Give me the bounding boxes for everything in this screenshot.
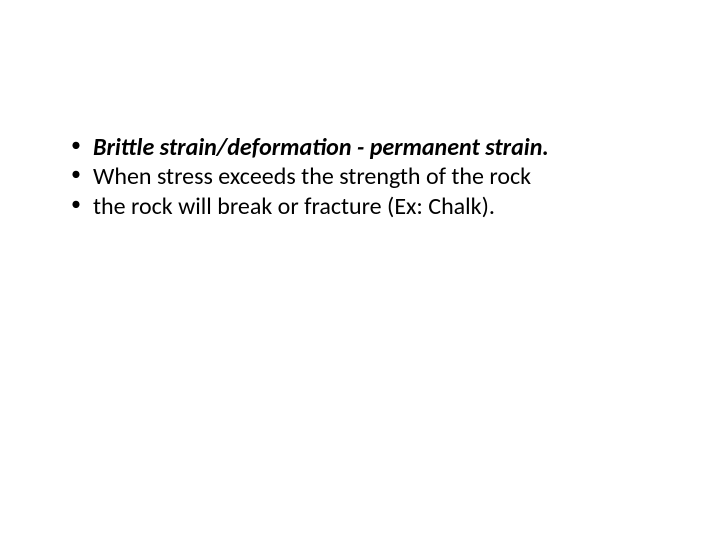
bullet-text-2: When stress exceeds the strength of the … <box>93 162 531 191</box>
bullet-list: Brittle strain/deformation - permanent s… <box>65 133 680 221</box>
list-item: When stress exceeds the strength of the … <box>65 162 680 191</box>
list-item: the rock will break or fracture (Ex: Cha… <box>65 192 680 221</box>
bullet-text-3: the rock will break or fracture (Ex: Cha… <box>93 192 495 221</box>
list-item: Brittle strain/deformation - permanent s… <box>65 133 680 162</box>
slide-content: Brittle strain/deformation - permanent s… <box>0 0 720 221</box>
bullet-text-1: Brittle strain/deformation - permanent s… <box>93 133 549 162</box>
